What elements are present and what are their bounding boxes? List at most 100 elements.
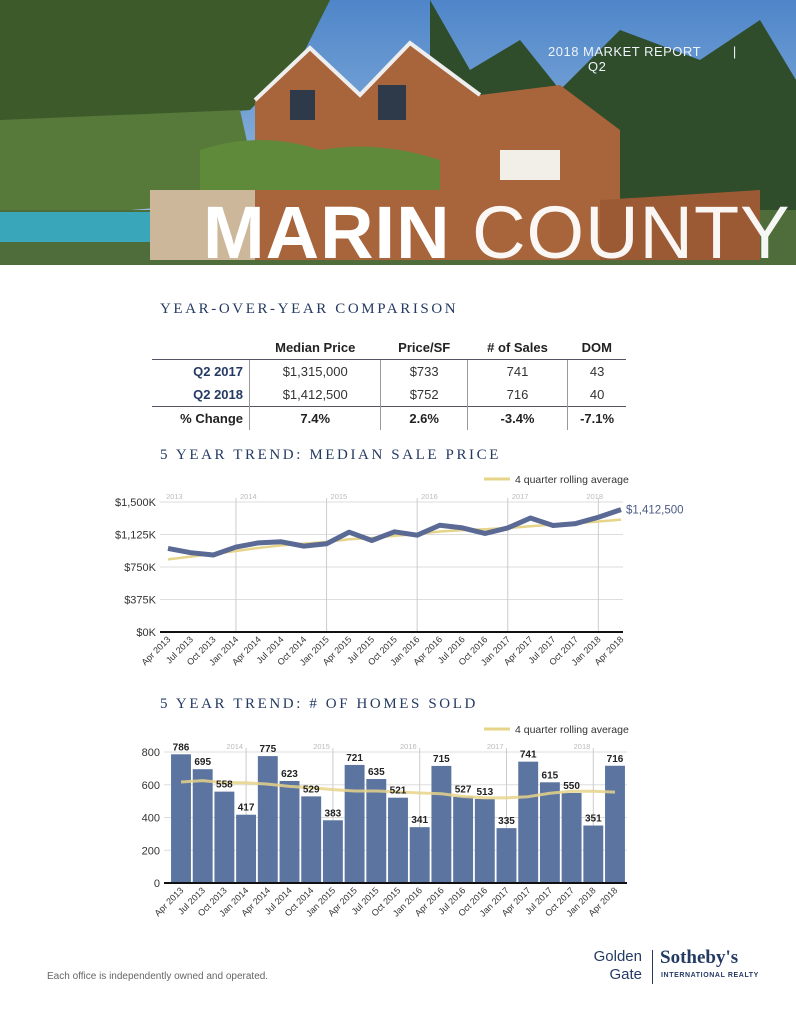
disclaimer: Each office is independently owned and o… — [47, 971, 269, 982]
year-label: 2014 — [226, 742, 243, 751]
year-label: 2016 — [400, 742, 417, 751]
bar-value-label: 786 — [173, 742, 190, 753]
bar-value-label: 383 — [325, 808, 342, 819]
logo-golden-gate: Golden Gate — [580, 948, 642, 984]
logo-sub: INTERNATIONAL REALTY — [661, 972, 759, 979]
title-light: COUNTY — [472, 191, 791, 274]
bar-value-label: 721 — [346, 753, 363, 764]
y-tick-label: $1,500K — [115, 497, 157, 509]
bar — [388, 797, 408, 883]
comparison-heading: YEAR-OVER-YEAR COMPARISON — [160, 301, 459, 317]
year-label: 2017 — [487, 742, 504, 751]
hero-photo — [0, 0, 796, 265]
bar-value-label: 623 — [281, 769, 298, 780]
col-header: DOM — [567, 335, 626, 360]
y-tick-label: 800 — [142, 747, 160, 759]
legend-label: 4 quarter rolling average — [515, 474, 629, 486]
row-label: Q2 2018 — [152, 383, 250, 407]
cell: -7.1% — [567, 406, 626, 430]
table-row: Q2 2018 $1,412,500 $752 716 40 — [152, 383, 626, 407]
col-header: Median Price — [249, 335, 381, 360]
bar-value-label: 558 — [216, 780, 233, 791]
year-label: 2017 — [512, 492, 529, 501]
logo-text: Gate — [609, 966, 642, 983]
bar-value-label: 715 — [433, 754, 450, 765]
bar — [301, 796, 322, 883]
year-label: 2018 — [586, 492, 603, 501]
bar-value-label: 775 — [259, 744, 276, 755]
y-tick-label: $1,125K — [115, 530, 157, 542]
cell: 716 — [467, 383, 569, 407]
bar-value-label: 635 — [368, 767, 385, 778]
bar-value-label: 529 — [303, 784, 320, 795]
homes-sold-chart: 0 200 400 600 800 2014 2015 2016 2017 2018 4 quart… — [142, 724, 629, 919]
bar — [453, 796, 474, 883]
cell: -3.4% — [467, 406, 569, 430]
bar — [192, 769, 213, 883]
y-tick-label: $750K — [124, 562, 156, 574]
bar-value-label: 527 — [455, 785, 472, 796]
bar-value-label: 335 — [498, 816, 515, 827]
year-label: 2015 — [331, 492, 348, 501]
table-row: Q2 2017 $1,315,000 $733 741 43 — [152, 359, 626, 383]
bar-value-label: 741 — [520, 750, 537, 761]
bar — [171, 754, 191, 883]
year-label: 2018 — [574, 742, 591, 751]
y-tick-label: 400 — [142, 813, 160, 825]
logo-text: Golden — [593, 948, 642, 965]
bar-value-label: 351 — [585, 814, 602, 825]
bar — [518, 761, 539, 883]
cell: $752 — [380, 383, 468, 407]
bar-value-label: 550 — [563, 781, 580, 792]
bar — [214, 791, 235, 883]
year-label: 2013 — [166, 492, 183, 501]
col-header — [152, 335, 250, 360]
price-chart-heading: 5 YEAR TREND: MEDIAN SALE PRICE — [160, 447, 502, 463]
y-tick-label: 0 — [154, 878, 160, 890]
divider: | — [732, 44, 737, 59]
bar-value-label: 513 — [476, 787, 493, 798]
bar-value-label: 615 — [542, 770, 559, 781]
cell: $733 — [380, 359, 468, 383]
row-label: % Change — [152, 406, 250, 430]
y-tick-label: $0K — [136, 627, 156, 639]
logo-sothebys: Sotheby's — [660, 947, 739, 968]
bar — [344, 764, 365, 883]
bar — [236, 814, 257, 883]
bar-value-label: 417 — [238, 803, 255, 814]
quarter-label: Q2 — [588, 59, 607, 74]
bar-value-label: 521 — [390, 786, 407, 797]
rolling-average-line — [180, 779, 616, 800]
cell: 741 — [467, 359, 569, 383]
bar — [496, 828, 517, 883]
bar — [431, 765, 452, 883]
bar-value-label: 716 — [607, 754, 624, 765]
title-bold: MARIN — [203, 191, 451, 274]
cell: 43 — [589, 364, 605, 379]
comparison-table: Median Price Price/SF # of Sales DOM Q2 … — [152, 335, 626, 430]
logo-divider — [652, 950, 653, 984]
bar — [322, 820, 343, 883]
bar — [279, 780, 300, 883]
cell: 7.4% — [249, 406, 382, 430]
bar — [605, 765, 625, 883]
page-title: MARIN COUNTY — [203, 196, 791, 270]
table-header: Median Price Price/SF # of Sales DOM — [152, 335, 626, 360]
row-label: Q2 2017 — [152, 359, 250, 383]
bar-value-label: 695 — [194, 757, 211, 768]
year-label: 2015 — [313, 742, 330, 751]
y-tick-label: 200 — [142, 845, 160, 857]
bar — [257, 756, 278, 883]
col-header: Price/SF — [380, 335, 468, 360]
bar — [539, 782, 560, 883]
median-price-line — [167, 507, 622, 558]
bar — [409, 827, 430, 883]
y-tick-label: 600 — [142, 780, 160, 792]
report-label: 2018 MARKET REPORT | Q2 — [548, 44, 796, 74]
legend-label: 4 quarter rolling average — [515, 724, 629, 736]
bar — [366, 779, 387, 883]
bar-value-label: 341 — [411, 815, 428, 826]
bar — [561, 792, 582, 883]
cell: 40 — [589, 387, 605, 402]
bar — [474, 798, 495, 883]
